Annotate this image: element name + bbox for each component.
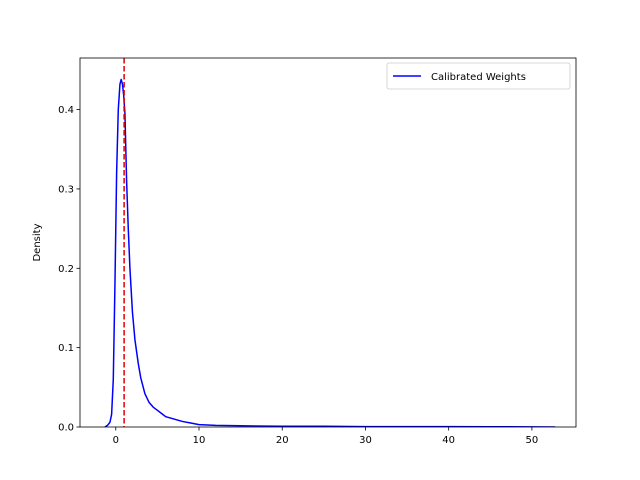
y-axis-label: Density bbox=[32, 223, 43, 261]
y-tick-label: 0.4 bbox=[58, 105, 74, 116]
x-tick-label: 20 bbox=[276, 435, 289, 446]
y-tick-label: 0.3 bbox=[58, 184, 74, 195]
x-tick-label: 10 bbox=[193, 435, 206, 446]
series-line-0 bbox=[104, 78, 556, 427]
y-tick-label: 0.1 bbox=[58, 343, 74, 354]
y-tick-label: 0.0 bbox=[58, 423, 74, 434]
x-tick-label: 50 bbox=[526, 435, 539, 446]
legend-box bbox=[386, 62, 571, 90]
legend: Calibrated Weights bbox=[386, 62, 571, 90]
x-tick-label: 0 bbox=[113, 435, 119, 446]
legend-label-calibrated-weights: Calibrated Weights bbox=[431, 72, 526, 83]
x-tick-label: 30 bbox=[359, 435, 372, 446]
x-axis: 0 10 20 30 40 50 bbox=[113, 427, 539, 446]
y-axis: 0.0 0.1 0.2 0.3 0.4 bbox=[58, 105, 80, 434]
y-tick-label: 0.2 bbox=[58, 264, 74, 275]
axes-frame bbox=[79, 57, 577, 428]
x-tick-label: 40 bbox=[442, 435, 455, 446]
series-layer bbox=[104, 78, 556, 427]
plot-area bbox=[79, 57, 577, 428]
